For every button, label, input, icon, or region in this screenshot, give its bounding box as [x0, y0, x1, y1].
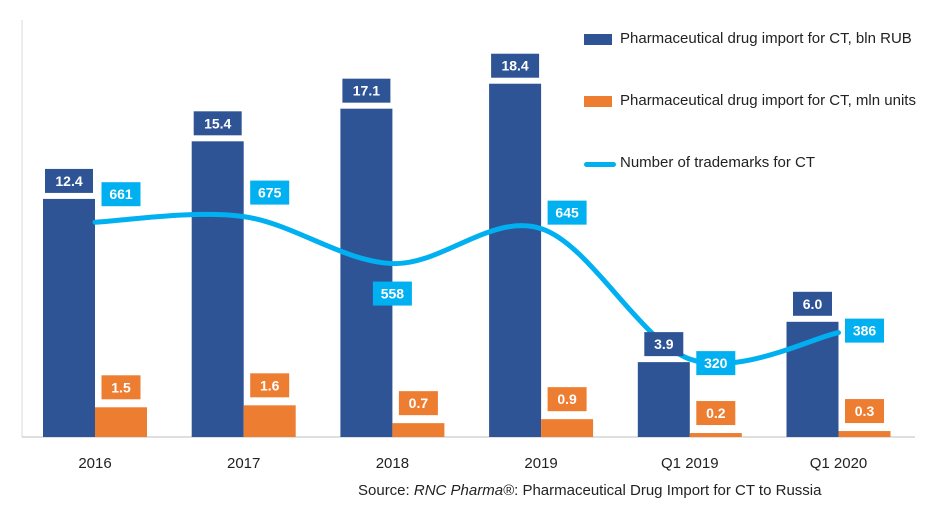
label-trademarks-4-text: 320	[704, 355, 728, 371]
label-trademarks-1-text: 675	[258, 185, 282, 201]
x-tick-0: 2016	[78, 455, 111, 472]
label-mln-units-4-text: 0.2	[706, 405, 726, 421]
label-trademarks-3-text: 645	[555, 205, 579, 221]
label-trademarks-0-text: 661	[109, 186, 133, 202]
label-bln-rub-5-box	[793, 291, 832, 316]
legend-label-bln-rub: Pharmaceutical drug import for CT, bln R…	[620, 30, 912, 47]
label-bln-rub-2-box	[342, 78, 391, 103]
legend-label-trademarks: Number of trademarks for CT	[620, 154, 816, 171]
bar-bln-rub-1	[191, 141, 244, 437]
label-mln-units-2-text: 0.7	[409, 395, 429, 411]
bar-mln-units-0	[95, 407, 147, 437]
label-mln-units-4: 0.2	[696, 401, 736, 426]
bar-mln-units-4	[689, 433, 742, 437]
bar-mln-units-1	[243, 405, 296, 437]
label-trademarks-5-box	[845, 318, 884, 343]
bar-bln-rub-3	[489, 83, 542, 437]
bar-mln-units-5	[838, 431, 891, 437]
label-bln-rub-4-text: 3.9	[654, 336, 674, 352]
legend-swatch-bln-rub	[584, 34, 612, 45]
label-trademarks-4: 320	[696, 351, 736, 376]
x-tick-labels: 2016 2017 2018 2019 Q1 2019 Q1 2020	[78, 455, 867, 472]
label-trademarks-5: 386	[845, 318, 884, 343]
label-trademarks-1-box	[250, 180, 290, 205]
bar-mln-units-2	[392, 423, 445, 437]
legend-swatch-trademarks	[584, 162, 616, 167]
label-mln-units-0: 1.5	[101, 375, 141, 400]
label-mln-units-0-box	[101, 375, 141, 400]
label-trademarks-5-text: 386	[853, 323, 877, 339]
label-bln-rub-1: 15.4	[193, 111, 242, 136]
label-trademarks-2-box	[372, 281, 412, 306]
bars-bln-rub	[43, 83, 839, 438]
legend-swatch-mln-units	[584, 96, 612, 107]
bar-bln-rub-0	[43, 198, 95, 437]
x-tick-2: 2018	[376, 455, 409, 472]
label-mln-units-1: 1.6	[250, 373, 290, 398]
label-mln-units-3-text: 0.9	[557, 391, 577, 407]
source-suffix: : Pharmaceutical Drug Import for CT to R…	[514, 482, 822, 499]
label-mln-units-5: 0.3	[845, 399, 884, 424]
label-trademarks-2-text: 558	[381, 286, 405, 302]
label-mln-units-1-box	[250, 373, 290, 398]
label-bln-rub-1-text: 15.4	[204, 115, 231, 131]
bar-mln-units-3	[541, 419, 594, 437]
source-brand: RNC Pharma®	[413, 482, 515, 499]
label-bln-rub-2-text: 17.1	[353, 83, 380, 99]
x-tick-5: Q1 2020	[810, 455, 868, 472]
label-mln-units-4-box	[696, 401, 736, 426]
label-bln-rub-2: 17.1	[342, 78, 391, 103]
x-tick-3: 2019	[524, 455, 557, 472]
source-note: Source: RNC Pharma®: Pharmaceutical Drug…	[358, 482, 821, 499]
bars-mln-units	[95, 405, 891, 437]
legend-label-mln-units: Pharmaceutical drug import for CT, mln u…	[620, 92, 916, 109]
label-bln-rub-5-text: 6.0	[803, 296, 823, 312]
bar-bln-rub-4	[637, 362, 690, 437]
label-bln-rub-0-box	[45, 168, 93, 193]
label-mln-units-0-text: 1.5	[111, 379, 131, 395]
label-mln-units-3-box	[547, 387, 587, 412]
label-bln-rub-4-box	[644, 332, 684, 357]
x-tick-1: 2017	[227, 455, 260, 472]
label-bln-rub-0: 12.4	[45, 168, 93, 193]
x-tick-4: Q1 2019	[661, 455, 719, 472]
label-mln-units-2: 0.7	[398, 391, 438, 416]
label-mln-units-3: 0.9	[547, 387, 587, 412]
label-mln-units-5-text: 0.3	[855, 403, 875, 419]
label-bln-rub-3-text: 18.4	[501, 58, 528, 74]
bar-bln-rub-2	[340, 108, 393, 438]
data-labels: 12.4 1.5 15.4 1.6 17.1 0.7 18.4 0.9 3.9 0.2 6.0 0.3…	[45, 53, 884, 426]
label-mln-units-5-box	[845, 399, 884, 424]
label-trademarks-3-box	[547, 200, 587, 225]
label-trademarks-4-box	[696, 351, 736, 376]
label-bln-rub-3-box	[491, 53, 540, 78]
label-mln-units-2-box	[398, 391, 438, 416]
label-trademarks-1: 675	[250, 180, 290, 205]
label-mln-units-1-text: 1.6	[260, 377, 280, 393]
label-bln-rub-3: 18.4	[491, 53, 540, 78]
label-bln-rub-1-box	[193, 111, 242, 136]
label-bln-rub-5: 6.0	[793, 291, 832, 316]
label-trademarks-0-box	[101, 182, 141, 207]
label-bln-rub-0-text: 12.4	[55, 173, 82, 189]
label-trademarks-3: 645	[547, 200, 587, 225]
label-bln-rub-4: 3.9	[644, 332, 684, 357]
label-trademarks-0: 661	[101, 182, 141, 207]
source-prefix: Source:	[358, 482, 414, 499]
label-trademarks-2: 558	[372, 281, 412, 306]
